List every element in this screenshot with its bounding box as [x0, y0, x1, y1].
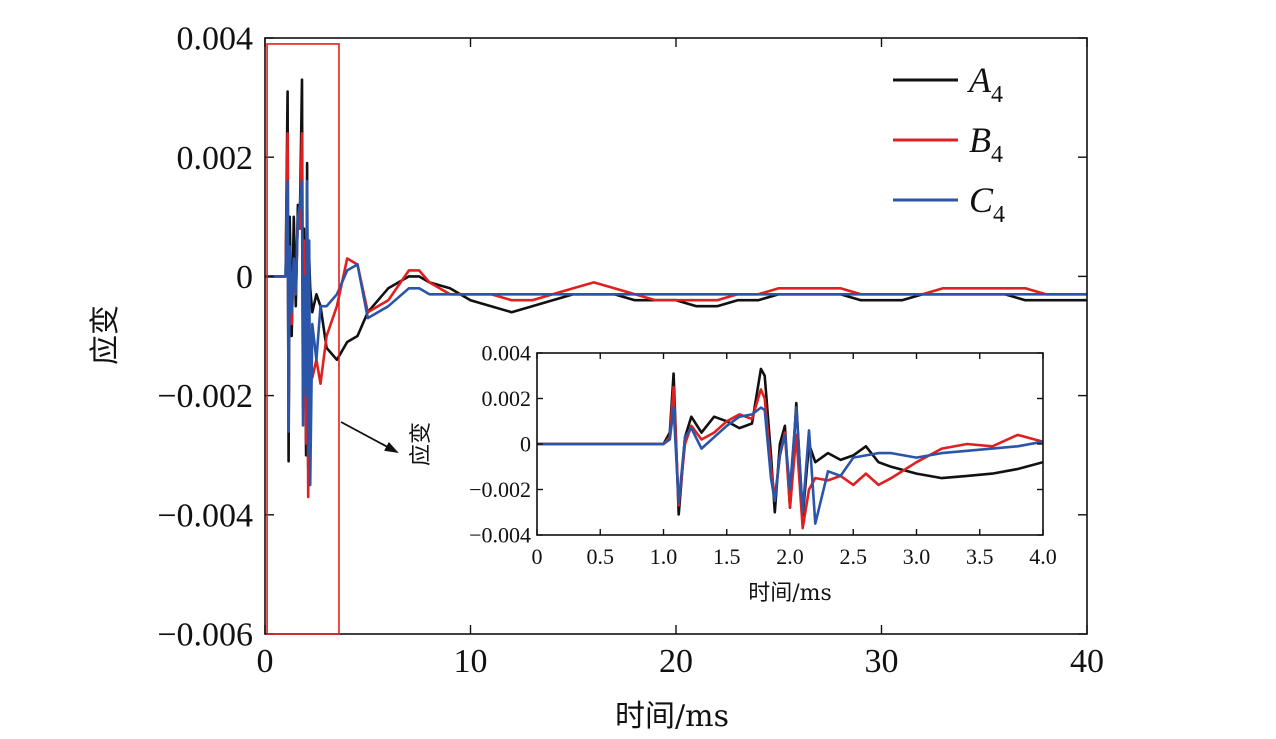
inset-series-group: [537, 367, 1043, 530]
inset-y-tick-label: −0.002: [469, 477, 531, 502]
inset-series-line-A: [537, 367, 1043, 519]
inset-chart-group: 0 0.5 1.0 1.5 2.0 2.5 3.0 3.5 4.00.0040.0020−0.0…: [409, 340, 1057, 606]
inset-x-tick-label: 0: [532, 544, 543, 569]
main-chart-group: 0 10 20 30 400.0040.0020−0.002−0.004−0.006时间…: [88, 21, 1104, 734]
main-y-tick-label: −0.006: [157, 617, 253, 654]
main-series-line-C: [265, 179, 1087, 487]
main-series-group: [265, 78, 1087, 499]
inset-y-tick-label: −0.004: [469, 522, 531, 547]
inset-x-tick-label: 1.0: [650, 544, 678, 569]
main-x-axis-label: 时间/ms: [615, 699, 729, 734]
main-x-tick-label: 0: [257, 643, 274, 680]
inset-y-tick-label: 0.002: [482, 386, 532, 411]
inset-x-tick-label: 4.0: [1029, 544, 1057, 569]
main-y-tick-label: −0.004: [157, 497, 253, 534]
legend-subscript: 4: [991, 82, 1003, 108]
legend-name: B: [969, 120, 991, 160]
main-y-axis-label: 应变: [88, 305, 123, 365]
main-x-tick-label: 20: [659, 643, 693, 680]
inset-x-tick-label: 0.5: [587, 544, 615, 569]
inset-x-tick-label: 1.5: [713, 544, 741, 569]
legend-name: C: [969, 180, 994, 220]
main-x-tick-label: 40: [1070, 643, 1104, 680]
legend-name: A: [967, 60, 992, 100]
legend-subscript: 4: [991, 142, 1003, 168]
inset-y-tick-label: 0: [520, 431, 531, 456]
main-x-tick-label: 30: [865, 643, 899, 680]
legend-label-C: C4: [969, 180, 1005, 228]
legend-label-A: A4: [967, 60, 1003, 108]
main-y-tick-label: 0.002: [177, 140, 254, 177]
main-x-tick-label: 10: [454, 643, 488, 680]
legend-label-B: B4: [969, 120, 1003, 168]
highlight-box: [266, 43, 340, 635]
main-y-tick-label: −0.002: [157, 378, 253, 415]
inset-y-tick-label: 0.004: [482, 340, 532, 365]
main-y-tick-label: 0.004: [177, 21, 254, 58]
zoom-arrow: [340, 421, 399, 453]
inset-x-tick-label: 2.5: [840, 544, 868, 569]
legend-subscript: 4: [993, 202, 1005, 228]
main-y-tick-label: 0: [236, 259, 253, 296]
inset-y-axis-label: 应变: [409, 422, 434, 466]
inset-x-axis-label: 时间/ms: [748, 581, 832, 606]
inset-x-tick-label: 3.0: [903, 544, 931, 569]
inset-series-line-C: [537, 406, 1043, 525]
inset-x-tick-label: 2.0: [776, 544, 804, 569]
inset-x-tick-label: 3.5: [966, 544, 994, 569]
